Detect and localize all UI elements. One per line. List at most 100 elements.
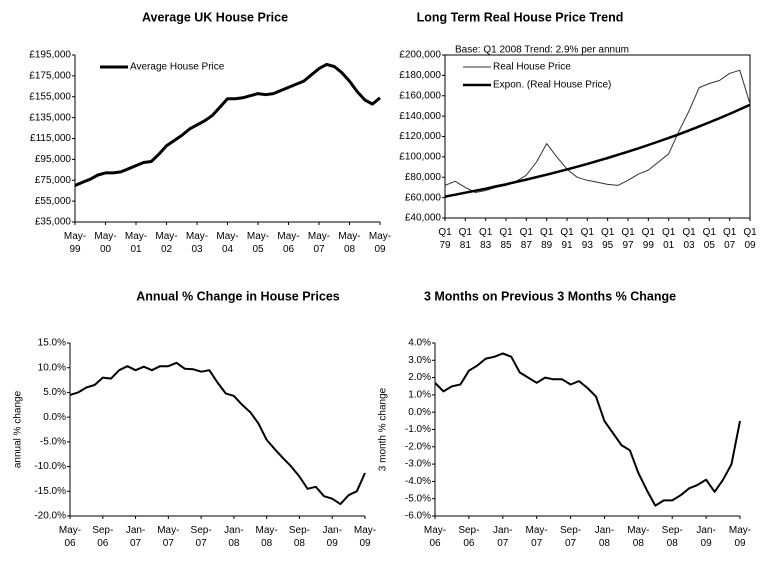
y-tick-label: -15.0%	[34, 486, 66, 497]
y-tick-label: 10.0%	[38, 362, 66, 373]
x-tick-label: Q1 87	[519, 227, 533, 251]
x-tick-label: May- 05	[246, 231, 270, 255]
y-tick-label: £160,000	[399, 90, 441, 101]
x-tick-label: May- 06	[58, 525, 82, 549]
y-tick-label: -10.0%	[34, 461, 66, 472]
x-tick-label: May- 06	[277, 231, 300, 255]
y-tick-label: 0.0%	[43, 412, 66, 423]
x-tick-label: Sep- 07	[190, 525, 212, 549]
y-tick-label: 4.0%	[408, 338, 431, 349]
data-line	[444, 103, 751, 198]
chart-title: Annual % Change in House Prices	[136, 289, 340, 303]
data-line	[434, 352, 741, 507]
x-tick-label: Q1 03	[682, 227, 696, 251]
x-tick-label: Q1 81	[458, 227, 472, 251]
x-tick-label: Sep- 06	[92, 525, 114, 549]
x-tick-label: Q1 07	[722, 227, 737, 251]
x-tick-label: May- 99	[63, 231, 87, 255]
x-tick-label: Q1 09	[743, 227, 757, 251]
annotation: Base: Q1 2008 Trend: 2.9% per annum	[455, 45, 629, 56]
x-tick-label: Jan- 09	[696, 525, 716, 549]
y-tick-label: 2.0%	[408, 372, 431, 383]
legend-label: Average House Price	[130, 62, 225, 73]
x-tick-label: Jan- 09	[322, 525, 342, 549]
y-tick-label: -6.0%	[405, 511, 431, 522]
x-tick-label: May- 07	[157, 525, 180, 549]
y-tick-label: £200,000	[399, 50, 441, 61]
x-tick-label: May- 09	[368, 231, 392, 255]
y-tick-label: £175,000	[29, 71, 71, 82]
y-tick-label: 0.0%	[408, 407, 431, 418]
x-tick-label: Jan- 08	[594, 525, 615, 549]
y-tick-label: £195,000	[29, 50, 71, 61]
x-tick-label: Q1 01	[661, 227, 676, 251]
x-tick-label: May- 03	[185, 231, 209, 255]
y-tick-label: £95,000	[35, 154, 72, 165]
x-tick-label: Sep- 06	[458, 525, 480, 549]
x-tick-label: Q1 93	[580, 227, 594, 251]
chart-title: Long Term Real House Price Trend	[417, 10, 624, 24]
y-tick-label: 3.0%	[408, 355, 431, 366]
y-tick-label: £55,000	[35, 196, 72, 207]
x-tick-label: May- 09	[728, 525, 752, 549]
x-tick-label: May- 08	[255, 525, 278, 549]
y-tick-label: -1.0%	[405, 424, 431, 435]
y-axis-label: 3 month % change	[378, 387, 389, 471]
data-line	[69, 361, 366, 506]
y-tick-label: £40,000	[405, 213, 442, 224]
y-tick-label: £155,000	[29, 91, 71, 102]
legend-label: Expon. (Real House Price)	[493, 80, 611, 91]
x-tick-label: Q1 05	[702, 227, 716, 251]
y-tick-label: 5.0%	[43, 387, 66, 398]
legend-label: Real House Price	[493, 62, 571, 73]
x-tick-label: May- 00	[94, 231, 117, 255]
chart-title: 3 Months on Previous 3 Months % Change	[424, 289, 676, 303]
x-tick-label: May- 08	[338, 231, 361, 255]
x-tick-label: Q1 83	[478, 227, 493, 251]
x-tick-label: May- 07	[525, 525, 548, 549]
y-tick-label: £140,000	[399, 111, 441, 122]
x-tick-label: Q1 99	[641, 227, 655, 251]
x-tick-label: Sep- 08	[661, 525, 683, 549]
x-tick-label: Q1 85	[499, 227, 513, 251]
y-tick-label: £120,000	[399, 131, 441, 142]
x-tick-label: May- 08	[627, 525, 650, 549]
x-tick-label: May- 04	[216, 231, 239, 255]
y-tick-label: -5.0%	[40, 436, 66, 447]
y-tick-label: 15.0%	[38, 338, 66, 349]
y-tick-label: £115,000	[30, 133, 71, 144]
y-axis-label: annual % change	[13, 390, 24, 468]
y-tick-label: £180,000	[399, 70, 441, 81]
y-tick-label: -2.0%	[405, 441, 431, 452]
y-tick-label: £100,000	[399, 152, 441, 163]
x-tick-label: May- 02	[155, 231, 178, 255]
x-tick-label: Q1 95	[600, 227, 615, 251]
x-tick-label: Q1 97	[621, 227, 635, 251]
chart-title: Average UK House Price	[142, 10, 288, 24]
x-tick-label: Q1 91	[560, 227, 574, 251]
data-line	[74, 62, 381, 187]
y-tick-label: -4.0%	[405, 476, 431, 487]
y-tick-label: £135,000	[29, 112, 71, 123]
x-tick-label: Jan- 07	[125, 525, 146, 549]
y-tick-label: £35,000	[35, 217, 72, 228]
x-tick-label: May- 09	[353, 525, 377, 549]
x-tick-label: May- 06	[423, 525, 447, 549]
y-tick-label: -3.0%	[405, 459, 431, 470]
y-tick-label: £80,000	[405, 172, 442, 183]
y-tick-label: 1.0%	[408, 390, 431, 401]
x-tick-label: Jan- 07	[493, 525, 513, 549]
x-tick-label: May- 07	[307, 231, 331, 255]
y-tick-label: -5.0%	[405, 493, 431, 504]
x-tick-label: Jan- 08	[224, 525, 244, 549]
x-tick-label: Q1 89	[539, 227, 554, 251]
y-tick-label: £60,000	[405, 192, 442, 203]
x-tick-label: May- 01	[124, 231, 148, 255]
x-tick-label: Sep- 07	[559, 525, 582, 549]
y-tick-label: -20.0%	[34, 511, 66, 522]
y-tick-label: £75,000	[35, 175, 72, 186]
x-tick-label: Q1 79	[438, 227, 452, 251]
x-tick-label: Sep- 08	[288, 525, 310, 549]
